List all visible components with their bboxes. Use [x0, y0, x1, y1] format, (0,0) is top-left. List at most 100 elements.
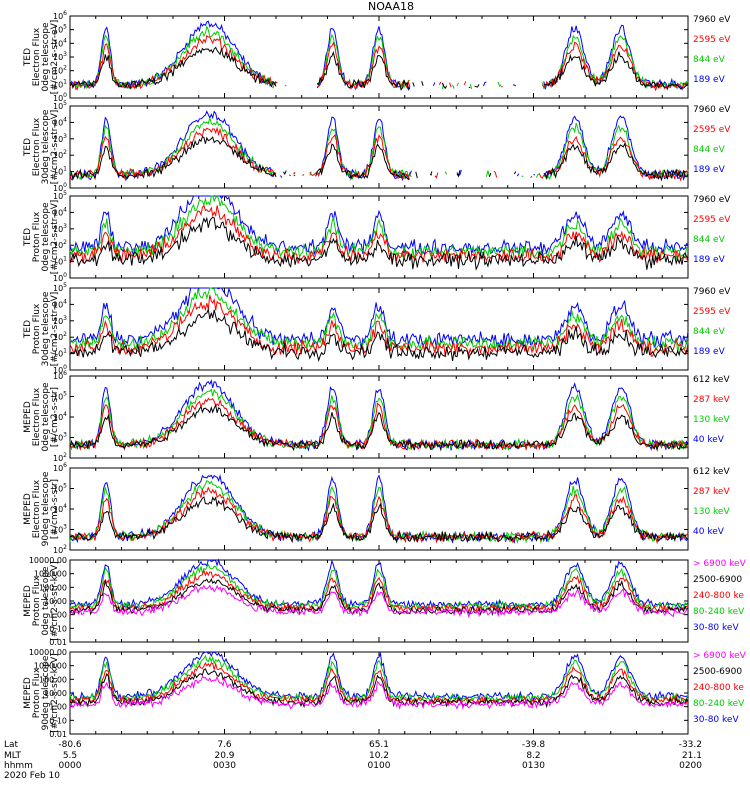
y-axis-label: 90deg telescope: [41, 655, 51, 730]
y-axis-label: [#/cm2-s-str]: [50, 479, 60, 539]
y-axis-label: TED: [23, 228, 33, 247]
y-tick-label: 103: [53, 524, 67, 535]
legend-entry: 7960 eV: [693, 287, 731, 297]
y-tick-label: 10.00: [44, 597, 67, 606]
series-line-2: [69, 668, 689, 709]
y-tick-label: 105: [53, 100, 67, 111]
legend-entry: 844 eV: [693, 145, 726, 155]
y-axis-label: [#/cm2-s-str-eV]: [50, 200, 60, 275]
x-row-label: Lat: [4, 740, 19, 750]
series-line-3: [69, 287, 689, 353]
y-tick-label: 103: [53, 315, 67, 326]
y-tick-label: 1.00: [49, 611, 67, 620]
legend-entry: 844 eV: [693, 327, 726, 337]
series-line-4: [69, 474, 689, 544]
panel-5: 102 103 104 105 106 MEPED Electron Flux 0deg te…: [23, 370, 730, 463]
y-tick-label: 106: [53, 10, 67, 21]
y-axis-label: 30deg telescope: [41, 291, 51, 366]
legend-entry: 240-800 ke: [693, 591, 744, 601]
y-tick-label: 102: [53, 149, 67, 160]
y-tick-label: 10000.00: [29, 648, 67, 657]
y-tick-label: 1.00: [49, 703, 67, 712]
y-tick-label: 1000.00: [34, 662, 67, 671]
y-axis-label: Proton Flux: [32, 211, 42, 262]
x-tick-label: 0030: [213, 761, 236, 771]
series-line-4: [69, 195, 689, 257]
legend-entry: 612 keV: [693, 375, 730, 385]
x-tick-label: 0200: [679, 761, 702, 771]
panel-4: 100 101 102 103 104 105 TED Proton Flux 30deg te…: [23, 282, 731, 375]
series-line-4: [69, 379, 689, 452]
y-tick-label: 101: [53, 166, 67, 177]
y-tick-label: 0.01: [49, 730, 67, 739]
legend-entry: 130 keV: [693, 507, 730, 517]
legend-entry: 30-80 keV: [693, 623, 739, 633]
series-line-1: [69, 496, 689, 544]
series-line-3: [69, 388, 689, 451]
panel-7: 0.01 0.10 1.00 10.00 100.00 1000.00 10000.00 ME…: [23, 556, 747, 647]
y-tick-label: 10000.00: [29, 556, 67, 565]
y-tick-label: 100: [53, 364, 67, 375]
y-tick-label: 101: [53, 78, 67, 89]
panel-frame: [69, 375, 689, 459]
y-axis-label: Electron Flux: [32, 117, 42, 176]
series-line-1: [69, 584, 689, 619]
legend-entry: 2595 eV: [693, 215, 731, 225]
y-tick-label: 104: [53, 116, 67, 127]
y-axis-label: 0deg telescope: [41, 566, 51, 636]
series-line-3: [69, 661, 689, 707]
legend-entry: 7960 eV: [693, 195, 731, 205]
legend-entry: 287 keV: [693, 395, 730, 405]
y-tick-label: 104: [53, 503, 67, 514]
series-line-1: [69, 307, 689, 363]
legend-entry: 189 eV: [693, 165, 726, 175]
y-tick-label: 0.10: [49, 624, 67, 633]
panel-6: 102 103 104 105 106 MEPED Electron Flux 90deg t…: [23, 462, 730, 555]
y-axis-label: TED: [23, 138, 33, 157]
panel-2: 100 101 102 103 104 105 TED Electron Flux 30deg …: [23, 100, 731, 193]
legend-entry: 844 eV: [693, 55, 726, 65]
y-tick-label: 100.00: [39, 583, 67, 592]
y-axis-label: TED: [23, 48, 33, 67]
y-axis-label: Proton Flux: [32, 303, 42, 354]
y-tick-label: 103: [53, 432, 67, 443]
x-tick-label: -80.6: [58, 740, 82, 750]
y-axis-label: [#/cm2-s-str-eV]: [50, 20, 60, 95]
y-axis-label: Electron Flux: [32, 387, 42, 446]
y-tick-label: 105: [53, 24, 67, 35]
legend-entry: 2595 eV: [693, 307, 731, 317]
y-axis-label: 0deg telescope: [41, 22, 51, 92]
y-tick-label: 104: [53, 411, 67, 422]
y-tick-label: 105: [53, 483, 67, 494]
y-tick-label: 0.01: [49, 638, 67, 647]
legend-entry: 240-800 ke: [693, 683, 744, 693]
y-axis-label: TED: [23, 320, 33, 339]
x-tick-label: -33.2: [679, 740, 702, 750]
series-line-1: [69, 403, 689, 452]
legend-entry: > 6900 keV: [693, 559, 747, 569]
y-axis-label: Electron Flux: [32, 27, 42, 86]
y-axis-label: [#/cm2-s-str-eV]: [50, 110, 60, 185]
legend-entry: 2500-6900: [693, 575, 742, 585]
legend-entry: 844 eV: [693, 235, 726, 245]
y-axis-label: 0deg telescope: [41, 382, 51, 452]
x-row-label: hhmm: [4, 761, 33, 771]
legend-entry: 30-80 keV: [693, 715, 739, 725]
series-line-4: [69, 287, 689, 350]
x-tick-label: 5.5: [63, 751, 77, 761]
x-tick-label: 20.9: [214, 751, 234, 761]
legend-entry: 40 keV: [693, 527, 725, 537]
x-tick-label: 8.2: [526, 751, 540, 761]
series-line-3: [69, 479, 689, 544]
x-tick-label: 10.2: [369, 751, 389, 761]
y-tick-label: 102: [53, 331, 67, 342]
y-tick-label: 103: [53, 51, 67, 62]
legend-entry: 612 keV: [693, 467, 730, 477]
y-axis-label: [#/cm2-s-str-keV]: [50, 653, 60, 732]
legend-entry: 80-240 keV: [693, 607, 745, 617]
x-tick-label: 0130: [522, 761, 545, 771]
y-tick-label: 102: [53, 544, 67, 555]
x-row-label: MLT: [4, 751, 22, 761]
y-tick-label: 105: [53, 190, 67, 201]
